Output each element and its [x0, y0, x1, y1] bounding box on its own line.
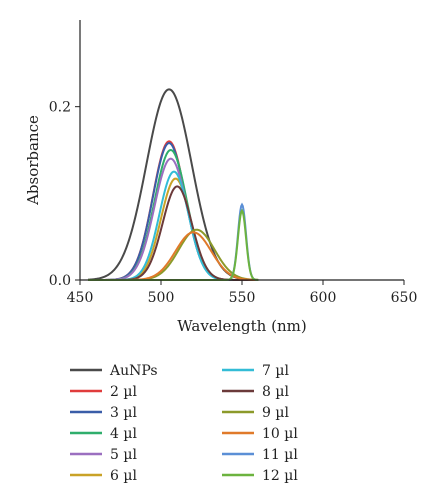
x-axis-title: Wavelength (nm): [177, 317, 306, 335]
legend-label: 5 µl: [110, 447, 137, 463]
legend-item: 7 µl: [222, 363, 289, 379]
series-line: [88, 177, 259, 281]
legend-label: 4 µl: [110, 426, 137, 442]
x-tick-label: 650: [391, 290, 418, 306]
legend-item: 12 µl: [222, 468, 298, 484]
series-line: [88, 88, 259, 281]
legend-item: 5 µl: [70, 447, 137, 463]
y-axis-title: Absorbance: [24, 115, 42, 206]
legend-label: 10 µl: [262, 426, 298, 442]
legend-label: 12 µl: [262, 468, 298, 484]
legend-item: 8 µl: [222, 384, 289, 400]
legend-label: 3 µl: [110, 405, 137, 421]
x-tick-label: 450: [67, 290, 94, 306]
x-tick-label: 500: [148, 290, 175, 306]
legend-label: 6 µl: [110, 468, 137, 484]
y-tick-label: 0.0: [49, 273, 71, 289]
legend: AuNPs 2 µl 3 µl 4 µl 5 µl 6 µl 7 µl 8 µl 9 µl 10 …: [70, 363, 298, 484]
legend-item: 6 µl: [70, 468, 137, 484]
plot-lines: [88, 88, 259, 281]
legend-label: 9 µl: [262, 405, 289, 421]
legend-item: AuNPs: [70, 363, 158, 379]
series-line: [88, 157, 259, 281]
series-line: [88, 170, 259, 281]
legend-label: 7 µl: [262, 363, 289, 379]
x-ticks: 450 500 550 600 650: [67, 280, 418, 306]
legend-item: 3 µl: [70, 405, 137, 421]
y-tick-label: 0.2: [49, 100, 71, 116]
legend-item: 4 µl: [70, 426, 137, 442]
legend-item: 2 µl: [70, 384, 137, 400]
legend-item: 9 µl: [222, 405, 289, 421]
legend-label: 8 µl: [262, 384, 289, 400]
legend-label: AuNPs: [109, 363, 158, 379]
series-line: [88, 202, 259, 281]
legend-label: 11 µl: [262, 447, 298, 463]
series-line: [88, 185, 259, 281]
legend-label: 2 µl: [110, 384, 137, 400]
legend-item: 10 µl: [222, 426, 298, 442]
y-ticks: 0.0 0.2: [49, 100, 80, 289]
x-tick-label: 550: [229, 290, 256, 306]
x-tick-label: 600: [310, 290, 337, 306]
legend-item: 11 µl: [222, 447, 298, 463]
